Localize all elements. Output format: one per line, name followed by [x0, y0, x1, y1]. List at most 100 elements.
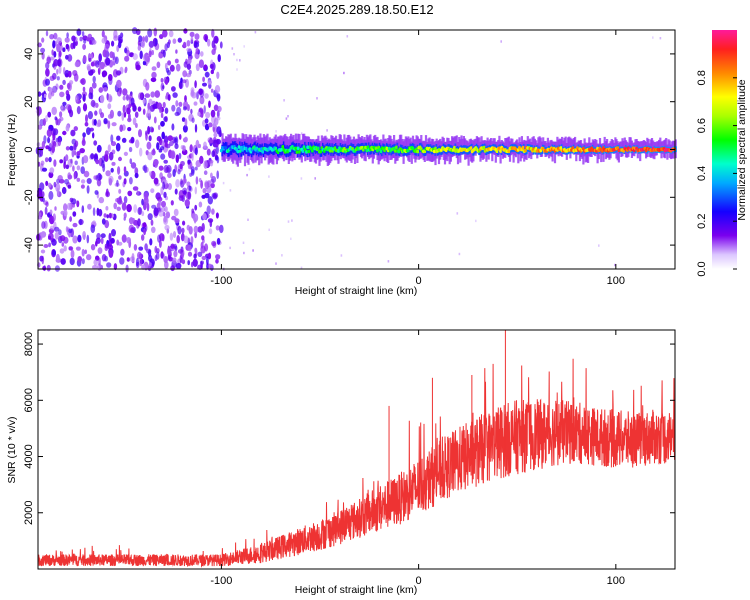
spectrogram-cell — [190, 36, 194, 44]
spectrogram-cell — [387, 260, 390, 263]
spectrogram-cell — [154, 245, 158, 254]
spectrogram-cell — [342, 146, 347, 151]
spectrogram-cell — [153, 177, 159, 185]
spectrogram-cell — [294, 133, 297, 153]
spectrogram-cell — [143, 53, 149, 62]
spectrogram-cell — [122, 104, 126, 114]
snr-ytick-label: 2000 — [23, 501, 35, 525]
spectrogram-cell — [62, 101, 67, 106]
spectrogram-cell — [123, 212, 127, 219]
spectrogram-cell — [68, 246, 73, 251]
spectrogram-cell — [346, 35, 349, 38]
spectrogram-cell — [45, 68, 50, 77]
spectrogram-cell — [500, 40, 502, 43]
spectrogram-cell — [174, 218, 180, 224]
spectrogram-cell — [74, 61, 80, 68]
spectrogram-cell — [153, 207, 159, 217]
spectrogram-cell — [65, 226, 69, 233]
spectrogram-cell — [191, 166, 195, 174]
spectrogram-cell — [186, 181, 191, 187]
spectrogram-cell — [129, 177, 133, 185]
spectrogram-cell — [202, 76, 206, 83]
colorbar-tick-label: 0.2 — [696, 214, 708, 229]
spectrogram-cell — [207, 252, 212, 260]
spectrogram-cell — [43, 265, 47, 272]
spectrogram-cell — [110, 167, 114, 173]
spectrogram-cell — [207, 196, 213, 205]
spectrogram-cell — [160, 251, 164, 259]
colorbar-ticks: 0.0 0.2 0.4 0.6 0.8 — [696, 70, 737, 277]
spectrogram-cell — [162, 181, 166, 190]
spectrogram-cell — [617, 143, 620, 163]
spectrogram-cell — [70, 249, 75, 259]
spectrogram-cell — [194, 33, 200, 40]
spectrogram-cell — [174, 143, 179, 150]
spectrogram-cell — [215, 145, 219, 155]
spectrogram-cell — [290, 237, 292, 240]
spectrogram-cell — [87, 203, 92, 210]
spectrogram-cell — [71, 149, 75, 158]
spectrogram-cell — [69, 145, 74, 151]
spectrogram-cell — [56, 37, 62, 44]
spectrogram-cell — [80, 78, 86, 85]
spectrogram-cell — [118, 40, 122, 49]
spectrogram-cell — [42, 118, 47, 126]
spectrogram-cell — [635, 139, 638, 152]
spectrogram-cell — [69, 257, 75, 266]
spectrogram-cell — [71, 35, 76, 42]
spectrogram-cell — [54, 206, 57, 211]
spectrogram-cell — [71, 198, 77, 205]
spectrogram-cell — [202, 213, 207, 220]
spectrogram-cell — [173, 243, 177, 250]
spectrogram-cell — [187, 260, 190, 266]
spectrogram-cell — [163, 159, 168, 164]
spectrogram-cell — [82, 132, 86, 138]
spectrogram-cell — [53, 32, 58, 40]
spectrogram-cell — [65, 154, 69, 162]
spectrogram-cell — [600, 149, 605, 153]
spectrogram-cell — [109, 109, 114, 119]
spectrogram-cell — [41, 167, 48, 172]
spectrogram-cell — [68, 232, 71, 238]
spectrogram-cell — [127, 190, 133, 197]
spectrogram-cell — [132, 105, 137, 112]
spectrogram-cell — [43, 244, 49, 248]
spectrogram-cell — [49, 225, 55, 231]
spectrogram-cell — [151, 71, 157, 79]
spectrogram-cell — [198, 201, 203, 208]
spectrogram-cell — [190, 236, 194, 245]
spectrogram-cell — [236, 58, 238, 62]
spectrogram-cell — [152, 103, 158, 109]
spectrogram-cell — [48, 242, 51, 248]
spectrogram-cell — [190, 108, 193, 115]
snr-ylabel: SNR (10 * v/v) — [6, 416, 18, 483]
spectrogram-cell — [81, 139, 86, 147]
spectrogram-cell — [58, 229, 62, 236]
spectrogram-ytick-label: 20 — [23, 96, 35, 108]
spectrogram-cell — [634, 139, 637, 154]
spectrogram-cell — [177, 225, 182, 235]
spectrogram-cell — [41, 197, 45, 203]
colorbar-tick-label: 0.4 — [696, 166, 708, 181]
spectrogram-cell — [53, 51, 57, 58]
spectrogram-cell — [89, 53, 94, 60]
spectrogram-cell — [105, 57, 111, 66]
spectrogram-cell — [86, 37, 91, 42]
spectrogram-cell — [207, 38, 211, 47]
spectrogram-cell — [538, 136, 541, 151]
spectrogram-cell — [126, 50, 130, 57]
spectrogram-cell — [162, 49, 166, 58]
spectrogram-cell — [82, 86, 86, 92]
spectrogram-cell — [178, 134, 182, 140]
spectrogram-cell — [376, 148, 380, 153]
spectrogram-cell — [76, 165, 81, 171]
spectrogram-cell — [58, 65, 62, 74]
spectrogram-cell — [65, 54, 69, 60]
spectrogram-cell — [121, 234, 127, 243]
spectrogram-cell — [100, 237, 104, 245]
spectrogram-cell — [47, 111, 52, 118]
spectrogram-cell — [58, 50, 62, 58]
spectrogram-cell — [252, 249, 254, 252]
spectrogram-cell — [46, 56, 51, 64]
spectrogram-cell — [80, 166, 85, 175]
